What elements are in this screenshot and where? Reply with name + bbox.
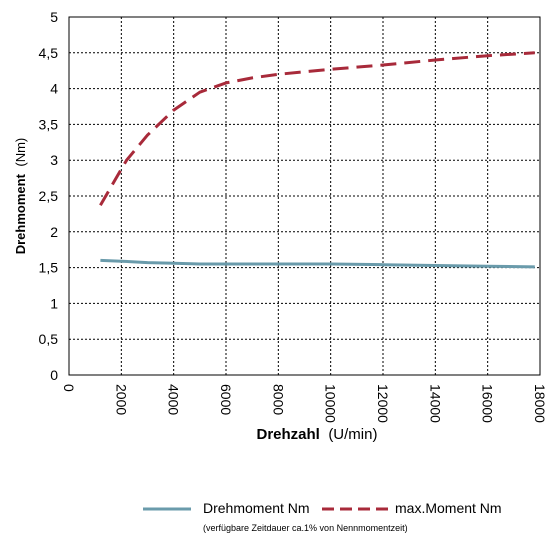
y-tick-label: 4,5 [39, 45, 59, 61]
x-tick-label: 0 [61, 384, 77, 392]
x-tick-label: 4000 [166, 384, 182, 415]
y-tick-label: 0 [50, 367, 58, 383]
y-tick-label: 1 [50, 295, 58, 311]
series-line-max-moment [99, 51, 535, 207]
y-axis-ticks: 0 0,5 1 1,5 2 2,5 3 3,5 4 4,5 5 [39, 9, 59, 383]
x-tick-label: 6000 [218, 384, 234, 415]
x-tick-label: 18000 [532, 384, 548, 423]
series-line-drehmoment [100, 258, 535, 269]
y-tick-label: 1,5 [39, 260, 59, 276]
x-tick-label: 12000 [375, 384, 391, 423]
y-tick-label: 3,5 [39, 116, 59, 132]
y-tick-label: 2,5 [39, 188, 59, 204]
y-tick-label: 5 [50, 9, 58, 25]
x-axis-label: Drehzahl (U/min) [257, 426, 378, 443]
y-tick-label: 3 [50, 152, 58, 168]
y-tick-label: 2 [50, 224, 58, 240]
y-tick-label: 4 [50, 81, 58, 97]
x-tick-label: 10000 [323, 384, 339, 423]
y-tick-label: 0,5 [39, 331, 59, 347]
x-axis-ticks: 0 2000 4000 6000 8000 10000 12000 14000 16000 180… [61, 384, 548, 423]
series-lines [99, 51, 535, 269]
x-tick-label: 14000 [427, 384, 443, 423]
grid [68, 16, 541, 376]
y-axis-label: Drehmoment (Nm) [12, 138, 29, 255]
x-tick-label: 8000 [270, 384, 286, 415]
x-tick-label: 2000 [113, 384, 129, 415]
x-tick-label: 16000 [480, 384, 496, 423]
